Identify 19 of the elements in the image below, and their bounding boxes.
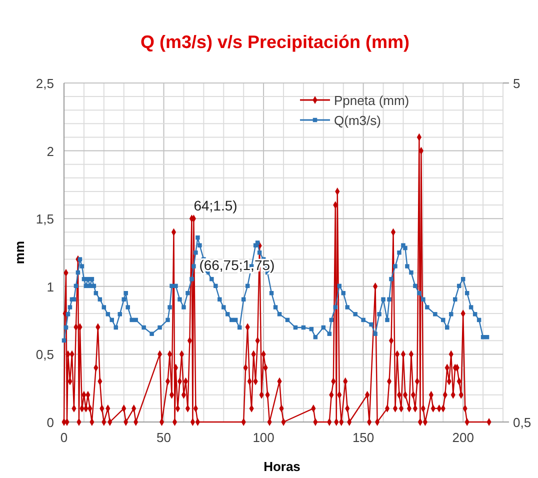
y-tick-label: 2 [46, 144, 54, 159]
y-tick-label: 2,5 [36, 76, 54, 91]
x-axis-title: Horas [264, 459, 300, 474]
legend-label: Ppneta (mm) [334, 93, 410, 108]
x-tick-label: 150 [352, 430, 374, 445]
annotation: 64;1.5) [194, 198, 238, 214]
y2-tick-label: 0,5 [513, 415, 532, 430]
x-tick-label: 0 [60, 430, 68, 445]
y-axis-title: mm [12, 240, 27, 264]
y-tick-label: 0,5 [36, 347, 54, 362]
y-tick-label: 1,5 [36, 212, 54, 227]
x-tick-label: 100 [252, 430, 274, 445]
y-tick-label: 1 [46, 279, 54, 294]
x-tick-label: 50 [156, 430, 172, 445]
y2-tick-label: 5 [513, 76, 520, 91]
legend-label: Q(m3/s) [334, 113, 381, 128]
y-tick-label: 0 [46, 415, 54, 430]
chart-title: Q (m3/s) v/s Precipitación (mm) [140, 32, 410, 52]
x-tick-label: 200 [452, 430, 474, 445]
